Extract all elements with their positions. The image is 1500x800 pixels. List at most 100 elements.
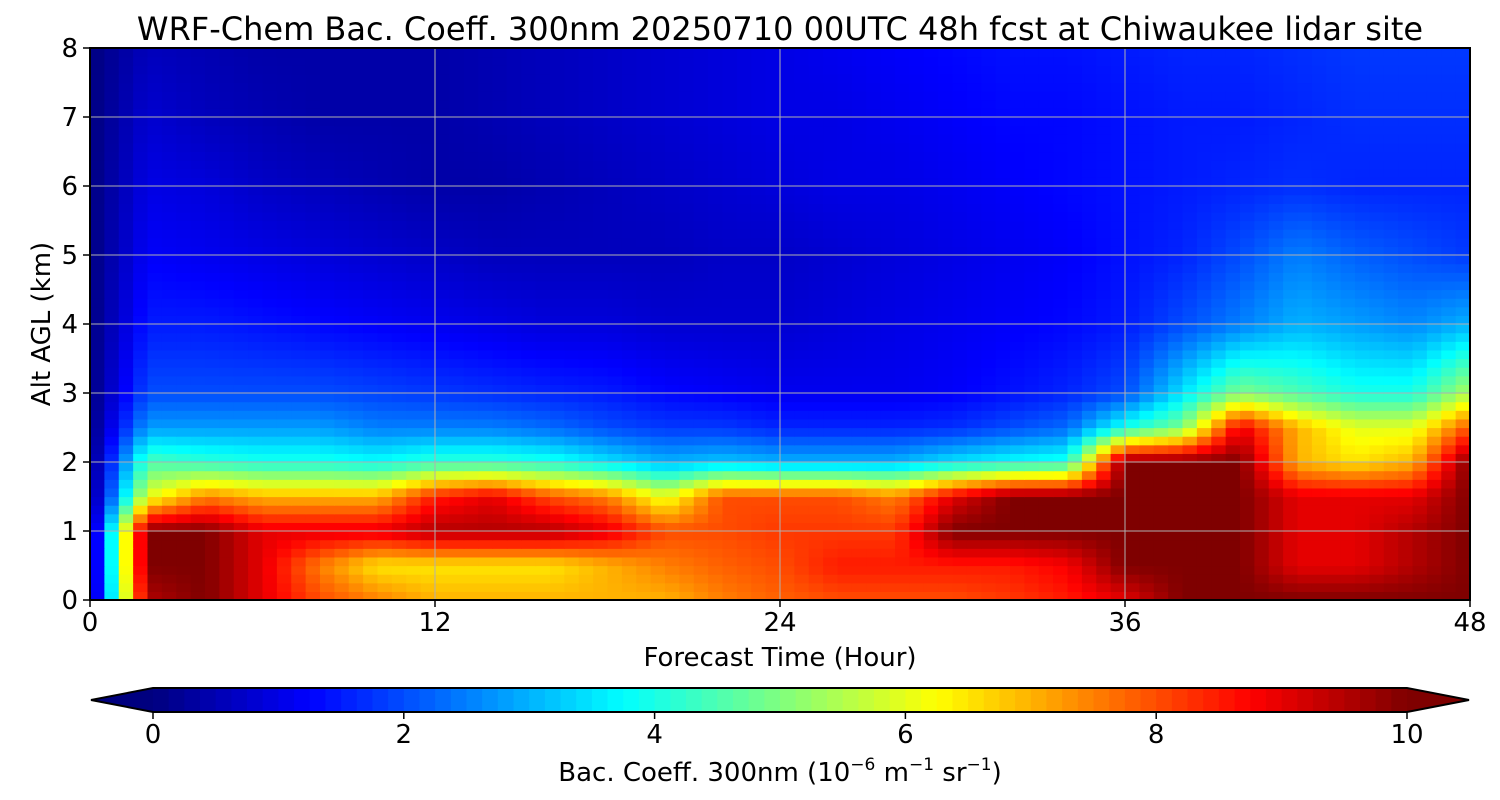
heatmap-cell bbox=[248, 401, 264, 411]
heatmap-cell bbox=[1211, 220, 1227, 230]
heatmap-cell bbox=[363, 479, 379, 489]
heatmap-cell bbox=[909, 574, 925, 584]
heatmap-cell bbox=[420, 565, 436, 575]
heatmap-cell bbox=[262, 462, 278, 472]
heatmap-cell bbox=[118, 203, 134, 213]
heatmap-cell bbox=[621, 246, 637, 256]
heatmap-cell bbox=[233, 229, 249, 239]
heatmap-cell bbox=[708, 548, 724, 558]
heatmap-cell bbox=[320, 298, 335, 308]
heatmap-cell bbox=[550, 177, 565, 187]
heatmap-cell bbox=[1441, 505, 1457, 515]
heatmap-cell bbox=[952, 211, 968, 222]
heatmap-cell bbox=[636, 186, 652, 196]
heatmap-cell bbox=[1038, 306, 1054, 316]
heatmap-cell bbox=[780, 194, 795, 204]
heatmap-cell bbox=[851, 410, 867, 420]
heatmap-cell bbox=[1297, 315, 1313, 325]
heatmap-cell bbox=[463, 358, 479, 368]
heatmap-cell bbox=[1355, 393, 1370, 403]
heatmap-cell bbox=[1355, 436, 1370, 446]
heatmap-cell bbox=[219, 263, 235, 273]
heatmap-cell bbox=[564, 168, 580, 178]
heatmap-cell bbox=[765, 306, 781, 316]
heatmap-cell bbox=[391, 332, 407, 342]
heatmap-cell bbox=[736, 410, 752, 420]
heatmap-cell bbox=[1053, 384, 1069, 394]
heatmap-cell bbox=[1383, 246, 1399, 256]
heatmap-cell bbox=[320, 332, 335, 342]
heatmap-cell bbox=[1067, 539, 1083, 549]
heatmap-cell bbox=[463, 237, 479, 247]
heatmap-cell bbox=[693, 229, 709, 239]
heatmap-cell bbox=[722, 462, 738, 472]
heatmap-cell bbox=[736, 427, 752, 437]
heatmap-cell bbox=[693, 237, 709, 247]
heatmap-cell bbox=[535, 237, 551, 247]
heatmap-cell bbox=[219, 565, 235, 575]
heatmap-cell bbox=[205, 246, 220, 256]
heatmap-cell bbox=[636, 393, 652, 403]
heatmap-cell bbox=[808, 177, 824, 187]
heatmap-cell bbox=[952, 444, 968, 454]
heatmap-cell bbox=[722, 324, 738, 334]
heatmap-cell bbox=[478, 462, 494, 472]
heatmap-cell bbox=[420, 513, 436, 523]
heatmap-cell bbox=[521, 522, 537, 532]
heatmap-cell bbox=[320, 539, 335, 549]
heatmap-cell bbox=[665, 358, 680, 368]
heatmap-cell bbox=[1168, 272, 1184, 282]
heatmap-cell bbox=[780, 548, 795, 558]
heatmap-cell bbox=[190, 263, 206, 273]
heatmap-cell bbox=[895, 539, 910, 549]
heatmap-cell bbox=[1383, 565, 1399, 575]
heatmap-cell bbox=[535, 436, 551, 446]
heatmap-cell bbox=[1398, 332, 1414, 342]
heatmap-cell bbox=[90, 263, 105, 273]
heatmap-cell bbox=[1398, 255, 1414, 265]
heatmap-cell bbox=[348, 203, 364, 213]
heatmap-cell bbox=[823, 401, 839, 411]
heatmap-cell bbox=[391, 220, 407, 230]
heatmap-cell bbox=[305, 194, 321, 204]
heatmap-cell bbox=[665, 289, 680, 299]
heatmap-cell bbox=[952, 462, 968, 472]
heatmap-cell bbox=[420, 444, 436, 454]
heatmap-cell bbox=[1182, 418, 1198, 429]
heatmap-cell bbox=[1441, 151, 1457, 161]
heatmap-cell bbox=[1096, 280, 1112, 291]
heatmap-cell bbox=[1412, 177, 1428, 187]
heatmap-cell bbox=[909, 505, 925, 515]
heatmap-cell bbox=[1383, 229, 1399, 239]
heatmap-cell bbox=[808, 393, 824, 403]
heatmap-cell bbox=[1455, 444, 1470, 454]
heatmap-cell bbox=[176, 496, 192, 506]
heatmap-cell bbox=[305, 315, 321, 325]
heatmap-cell bbox=[1053, 280, 1069, 291]
heatmap-cell bbox=[161, 444, 177, 454]
heatmap-cell bbox=[435, 341, 450, 351]
heatmap-cell bbox=[190, 237, 206, 247]
heatmap-cell bbox=[1053, 462, 1069, 472]
heatmap-cell bbox=[722, 367, 738, 377]
heatmap-cell bbox=[1168, 410, 1184, 420]
heatmap-cell bbox=[478, 151, 494, 161]
heatmap-cell bbox=[248, 289, 264, 299]
heatmap-cell bbox=[708, 505, 724, 515]
heatmap-cell bbox=[636, 324, 652, 334]
heatmap-cell bbox=[765, 548, 781, 558]
heatmap-cell bbox=[449, 418, 465, 429]
heatmap-cell bbox=[320, 479, 335, 489]
heatmap-cell bbox=[118, 160, 134, 170]
heatmap-cell bbox=[1311, 298, 1327, 308]
heatmap-cell bbox=[391, 160, 407, 170]
heatmap-cell bbox=[564, 160, 580, 170]
heatmap-cell bbox=[578, 479, 594, 489]
heatmap-cell bbox=[1196, 505, 1212, 515]
heatmap-cell bbox=[938, 384, 954, 394]
heatmap-cell bbox=[866, 237, 882, 247]
heatmap-cell bbox=[1110, 513, 1126, 523]
heatmap-cell bbox=[1139, 574, 1155, 584]
heatmap-cell bbox=[1340, 237, 1356, 247]
heatmap-cell bbox=[550, 556, 565, 567]
